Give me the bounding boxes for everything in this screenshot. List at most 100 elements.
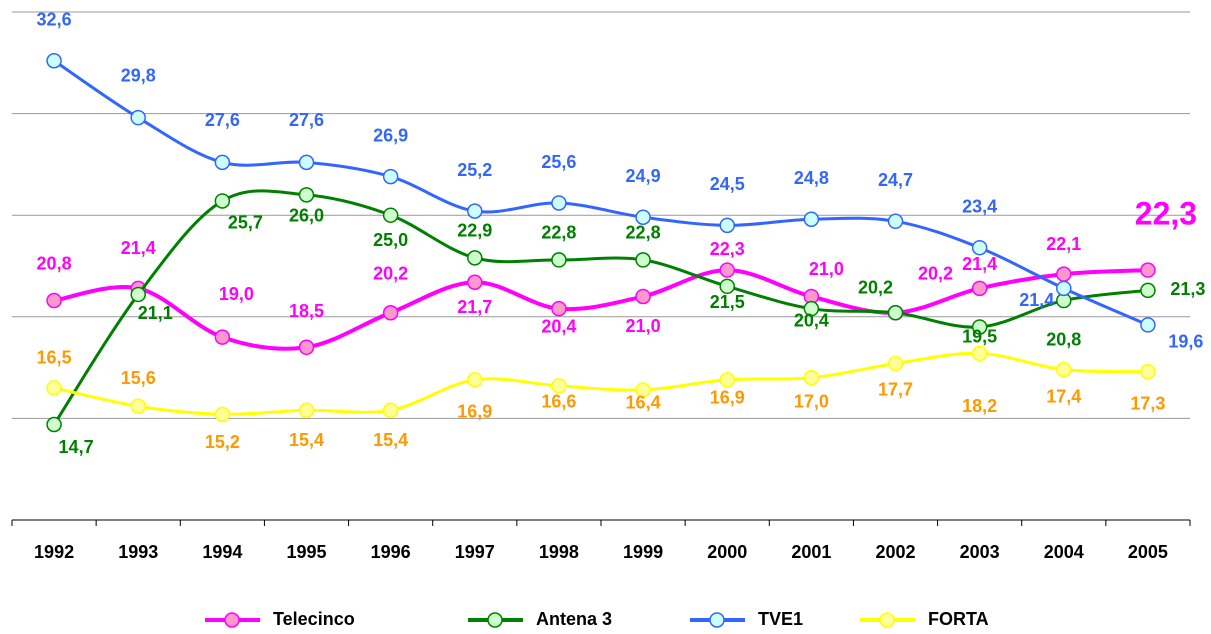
data-label: 16,9 — [457, 402, 492, 422]
legend-label: TVE1 — [758, 609, 803, 629]
data-label: 21,5 — [710, 292, 745, 312]
data-label: 26,0 — [289, 206, 324, 226]
x-tick-label: 1993 — [118, 542, 158, 562]
legend-marker — [879, 612, 895, 628]
data-label: 24,8 — [794, 168, 829, 188]
data-point — [298, 339, 315, 356]
data-point — [1056, 361, 1072, 378]
data-point — [719, 278, 735, 295]
x-tick-label: 2004 — [1044, 542, 1084, 562]
data-label: 32,6 — [37, 10, 72, 30]
data-label: 15,6 — [121, 368, 156, 388]
data-label: 16,5 — [37, 348, 72, 368]
x-tick-label: 2000 — [707, 542, 747, 562]
data-label: 24,5 — [710, 174, 745, 194]
data-point — [298, 187, 315, 203]
data-point — [1056, 280, 1072, 297]
series-line — [52, 189, 1149, 426]
data-label: 25,2 — [457, 160, 492, 180]
series-line — [53, 351, 1148, 416]
data-label: 26,9 — [373, 125, 408, 145]
data-label: 16,9 — [710, 388, 745, 408]
data-point — [214, 154, 231, 171]
data-point — [467, 372, 483, 388]
data-label: 19,5 — [962, 327, 997, 347]
data-point — [467, 274, 483, 291]
data-point — [971, 280, 988, 297]
data-point — [46, 416, 62, 433]
x-tick-label: 1997 — [455, 542, 495, 562]
data-label: 20,2 — [858, 277, 893, 297]
x-tick-label: 1992 — [34, 542, 74, 562]
data-label: 25,7 — [228, 213, 263, 233]
data-point — [803, 370, 820, 386]
legend-marker — [709, 612, 725, 628]
data-point — [551, 300, 567, 317]
data-point — [971, 319, 988, 335]
legend-item: Antena 3 — [468, 609, 612, 629]
data-point — [298, 154, 315, 171]
data-point — [130, 398, 146, 414]
x-tick-label: 2003 — [960, 542, 1000, 562]
data-label: 22,3 — [1135, 196, 1197, 232]
data-label: 17,0 — [794, 392, 829, 412]
data-label: 18,2 — [962, 396, 997, 416]
data-point — [467, 203, 483, 219]
data-label: 29,8 — [121, 65, 156, 85]
legend-item: Telecinco — [205, 609, 355, 629]
data-point — [130, 109, 146, 126]
data-label: 20,4 — [541, 316, 576, 336]
data-label: 22,8 — [626, 223, 661, 243]
data-label: 19,6 — [1168, 332, 1203, 352]
data-point — [887, 213, 904, 230]
x-tick-label: 1994 — [202, 542, 242, 562]
data-point — [46, 380, 62, 396]
data-point — [803, 300, 820, 317]
data-point — [382, 402, 399, 419]
data-label: 24,9 — [626, 166, 661, 186]
x-tick-label: 1995 — [286, 542, 326, 562]
data-point — [46, 53, 62, 69]
legend-label: Antena 3 — [536, 609, 612, 629]
data-point — [382, 304, 399, 321]
data-label: 21,1 — [138, 303, 173, 323]
data-point — [130, 286, 146, 303]
data-point — [551, 195, 567, 211]
data-point — [1056, 266, 1072, 282]
data-point — [551, 252, 567, 268]
data-label: 22,9 — [457, 221, 492, 241]
data-label: 21,4 — [962, 254, 997, 274]
legend-marker — [224, 612, 240, 628]
data-label: 20,8 — [37, 253, 72, 273]
data-point — [214, 406, 231, 423]
legend-item: FORTA — [860, 609, 989, 629]
data-point — [635, 209, 651, 225]
x-tick-label: 1996 — [371, 542, 411, 562]
legend-item: TVE1 — [690, 609, 803, 629]
data-point — [803, 211, 820, 228]
data-label: 20,4 — [794, 310, 829, 330]
data-label: 27,6 — [205, 110, 240, 130]
legend-label: Telecinco — [273, 609, 355, 629]
data-label: 14,7 — [59, 437, 94, 457]
data-label: 17,4 — [1046, 386, 1081, 406]
data-label: 20,2 — [373, 263, 408, 283]
data-point — [46, 292, 62, 309]
data-label: 25,0 — [373, 230, 408, 250]
data-point — [635, 382, 651, 398]
data-point — [1140, 317, 1156, 333]
data-point — [214, 329, 231, 345]
data-point — [635, 288, 651, 305]
data-point — [1140, 282, 1156, 299]
data-label: 21,3 — [1170, 279, 1205, 299]
x-tick-label: 2001 — [791, 542, 831, 562]
data-point — [382, 207, 399, 223]
legend-marker — [487, 612, 503, 628]
data-label: 18,5 — [289, 301, 324, 321]
data-label: 25,6 — [541, 152, 576, 172]
data-label: 21,0 — [626, 316, 661, 336]
data-point — [635, 252, 651, 268]
data-label: 22,1 — [1046, 234, 1081, 254]
x-tick-label: 1999 — [623, 542, 663, 562]
